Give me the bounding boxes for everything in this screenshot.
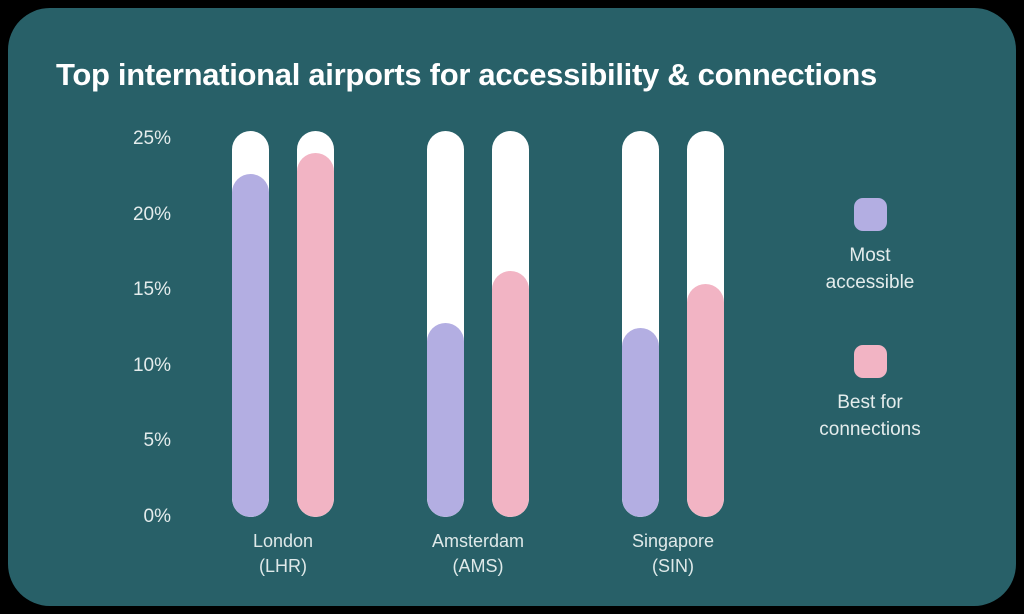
bar-fill[interactable] bbox=[687, 284, 724, 517]
y-axis: 0% 5% 10% 15% 20% 25% bbox=[56, 8, 171, 606]
y-axis-tick-label: 15% bbox=[132, 279, 171, 301]
y-axis-tick-label: 10% bbox=[132, 354, 171, 376]
x-axis-category-label: London (LHR) bbox=[252, 531, 314, 576]
bar-fill[interactable] bbox=[232, 173, 269, 517]
y-axis-tick-label: 20% bbox=[132, 203, 171, 225]
legend-swatch bbox=[853, 198, 887, 231]
legend-label: Most accessible bbox=[825, 245, 915, 293]
legend-swatch bbox=[853, 344, 887, 378]
bar-fill[interactable] bbox=[492, 270, 529, 517]
chart-legend: Most accessible Best for connections bbox=[770, 198, 970, 492]
legend-item[interactable]: Most accessible bbox=[770, 198, 970, 297]
bar-track[interactable] bbox=[297, 131, 334, 517]
bar-track[interactable] bbox=[232, 131, 269, 517]
bar-group: Singapore (SIN) bbox=[622, 8, 742, 606]
bar-fill[interactable] bbox=[622, 328, 659, 517]
chart-card: Top international airports for accessibi… bbox=[8, 8, 1016, 606]
y-axis-tick-label: 5% bbox=[143, 430, 171, 452]
y-axis-tick-label: 25% bbox=[132, 128, 171, 149]
x-axis-category-label: Amsterdam (AMS) bbox=[431, 531, 525, 576]
bar-group: Amsterdam (AMS) bbox=[427, 8, 547, 606]
bar-track[interactable] bbox=[687, 131, 724, 517]
bar-track[interactable] bbox=[427, 131, 464, 517]
y-axis-tick-label: 0% bbox=[143, 506, 171, 527]
legend-label: Best for connections bbox=[819, 391, 921, 440]
bar-track[interactable] bbox=[492, 131, 529, 517]
bar-group: London (LHR) bbox=[232, 8, 352, 606]
legend-item[interactable]: Best for connections bbox=[770, 344, 970, 444]
plot-area: 0% 5% 10% 15% 20% 25% London (LHR) Amsterdam (… bbox=[8, 8, 1016, 606]
x-axis-category-label: Singapore (SIN) bbox=[631, 531, 715, 576]
bar-fill[interactable] bbox=[427, 323, 464, 517]
bar-fill[interactable] bbox=[297, 152, 334, 517]
chart-title: Top international airports for accessibi… bbox=[56, 57, 877, 92]
bar-track[interactable] bbox=[622, 131, 659, 517]
